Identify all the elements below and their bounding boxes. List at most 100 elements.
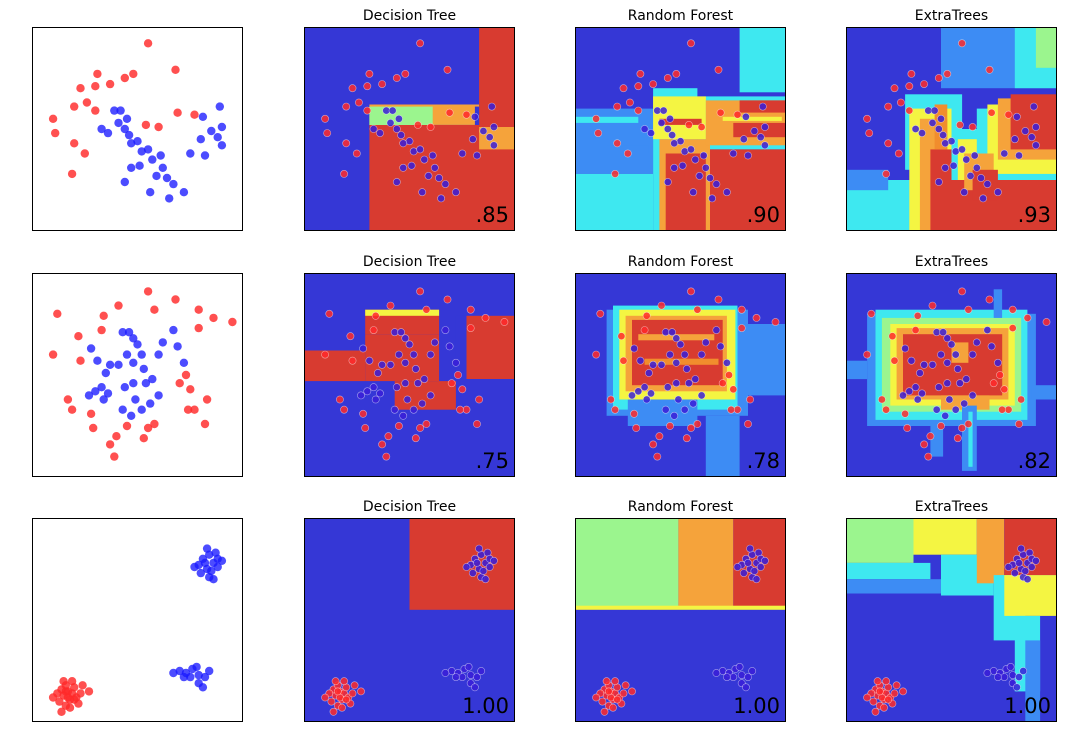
- overlay-point-class0: [964, 420, 973, 428]
- overlay-point-class1: [1023, 575, 1032, 584]
- data-point-class0: [209, 313, 218, 323]
- data-point-class1: [101, 368, 111, 378]
- overlay-point-class1: [712, 326, 721, 334]
- panel-frame: [304, 518, 515, 722]
- accuracy-score: .90: [747, 203, 780, 227]
- overlay-point-class1: [916, 369, 924, 377]
- overlay-point-class1: [640, 125, 649, 133]
- decision-region: [365, 309, 440, 316]
- data-point-class0: [143, 423, 153, 433]
- overlay-point-class1: [708, 194, 716, 203]
- panel-r0-c0: [32, 27, 243, 231]
- overlay-point-class1: [416, 145, 424, 154]
- panel-frame: [846, 273, 1057, 477]
- overlay-point-class1: [392, 383, 401, 392]
- overlay-point-class1: [723, 358, 731, 367]
- decision-region: [479, 27, 515, 127]
- overlay-point-class0: [873, 677, 882, 686]
- overlay-point-class1: [430, 338, 439, 347]
- panel-r1-c0: [32, 273, 243, 477]
- overlay-point-class0: [682, 434, 691, 443]
- data-point-class1: [217, 556, 227, 565]
- overlay-point-class0: [985, 65, 994, 74]
- overlay-point-class0: [422, 420, 431, 428]
- overlay-point-class1: [968, 391, 977, 400]
- overlay-point-class0: [888, 332, 897, 341]
- data-point-class1: [127, 139, 136, 148]
- panel-r1-c1: Decision Tree .75: [304, 254, 515, 477]
- panel-frame: [304, 273, 515, 477]
- overlay-point-class0: [348, 84, 357, 93]
- overlay-point-class1: [424, 171, 433, 180]
- overlay-point-class0: [884, 695, 893, 704]
- overlay-point-class1: [691, 155, 700, 164]
- overlay-point-class1: [670, 139, 679, 148]
- overlay-point-class1: [983, 669, 992, 677]
- overlay-point-class0: [359, 409, 367, 418]
- overlay-point-class0: [899, 687, 907, 696]
- decision-region: [659, 118, 702, 125]
- data-point-class1: [120, 124, 129, 134]
- data-point-class0: [202, 395, 212, 404]
- overlay-point-class1: [403, 395, 412, 404]
- overlay-point-class0: [996, 371, 1004, 379]
- overlay-point-class0: [1008, 305, 1017, 314]
- overlay-point-class0: [863, 350, 871, 359]
- overlay-point-class1: [699, 151, 708, 160]
- data-point-class1: [154, 350, 163, 359]
- overlay-point-class0: [714, 295, 723, 304]
- data-point-class0: [67, 677, 77, 686]
- overlay-point-class1: [674, 395, 683, 404]
- overlay-point-class0: [958, 424, 966, 432]
- data-point-class0: [78, 681, 87, 690]
- overlay-point-class1: [960, 188, 969, 197]
- overlay-point-class1: [418, 399, 427, 408]
- data-point-class1: [198, 112, 208, 122]
- overlay-point-class0: [458, 385, 467, 394]
- overlay-point-class1: [468, 569, 477, 577]
- data-point-class1: [179, 188, 189, 197]
- overlay-point-class1: [394, 350, 403, 359]
- data-point-class0: [86, 409, 96, 418]
- overlay-point-class1: [390, 405, 399, 414]
- overlay-point-class0: [894, 149, 903, 158]
- decision-region: [409, 518, 515, 610]
- overlay-point-class0: [666, 422, 674, 430]
- overlay-point-class1: [645, 369, 653, 377]
- overlay-point-class1: [941, 139, 950, 148]
- overlay-point-class0: [340, 169, 348, 178]
- data-point-class0: [48, 114, 58, 124]
- data-point-class0: [67, 405, 77, 414]
- overlay-point-class0: [600, 707, 609, 716]
- overlay-point-class0: [882, 677, 890, 686]
- overlay-point-class1: [951, 350, 960, 359]
- overlay-point-class1: [481, 575, 490, 584]
- overlay-point-class1: [939, 328, 947, 337]
- overlay-point-class0: [733, 110, 742, 119]
- data-point-class1: [137, 405, 146, 414]
- overlay-point-class1: [752, 575, 761, 584]
- panel-r2-c3: ExtraTrees 1.00: [846, 499, 1057, 722]
- data-point-class0: [154, 122, 163, 132]
- decision-region: [930, 149, 952, 231]
- overlay-point-class1: [470, 112, 479, 121]
- overlay-point-class0: [357, 687, 365, 696]
- decision-region: [575, 116, 639, 123]
- overlay-point-class0: [934, 74, 943, 82]
- overlay-point-class1: [475, 544, 483, 553]
- overlay-point-class1: [918, 129, 926, 137]
- overlay-point-class1: [388, 106, 397, 115]
- data-point-class0: [80, 149, 90, 158]
- overlay-point-class0: [613, 695, 622, 704]
- data-point-class0: [181, 370, 191, 380]
- panel-r0-c1: Decision Tree .85: [304, 8, 515, 231]
- overlay-point-class1: [756, 133, 765, 142]
- data-point-class0: [82, 98, 92, 107]
- accuracy-score: 1.00: [462, 694, 509, 718]
- overlay-point-class0: [321, 114, 329, 123]
- overlay-point-class1: [630, 344, 638, 353]
- overlay-point-class0: [905, 82, 914, 91]
- accuracy-score: 1.00: [733, 694, 780, 718]
- overlay-point-class0: [884, 139, 893, 148]
- data-point-class1: [215, 102, 224, 111]
